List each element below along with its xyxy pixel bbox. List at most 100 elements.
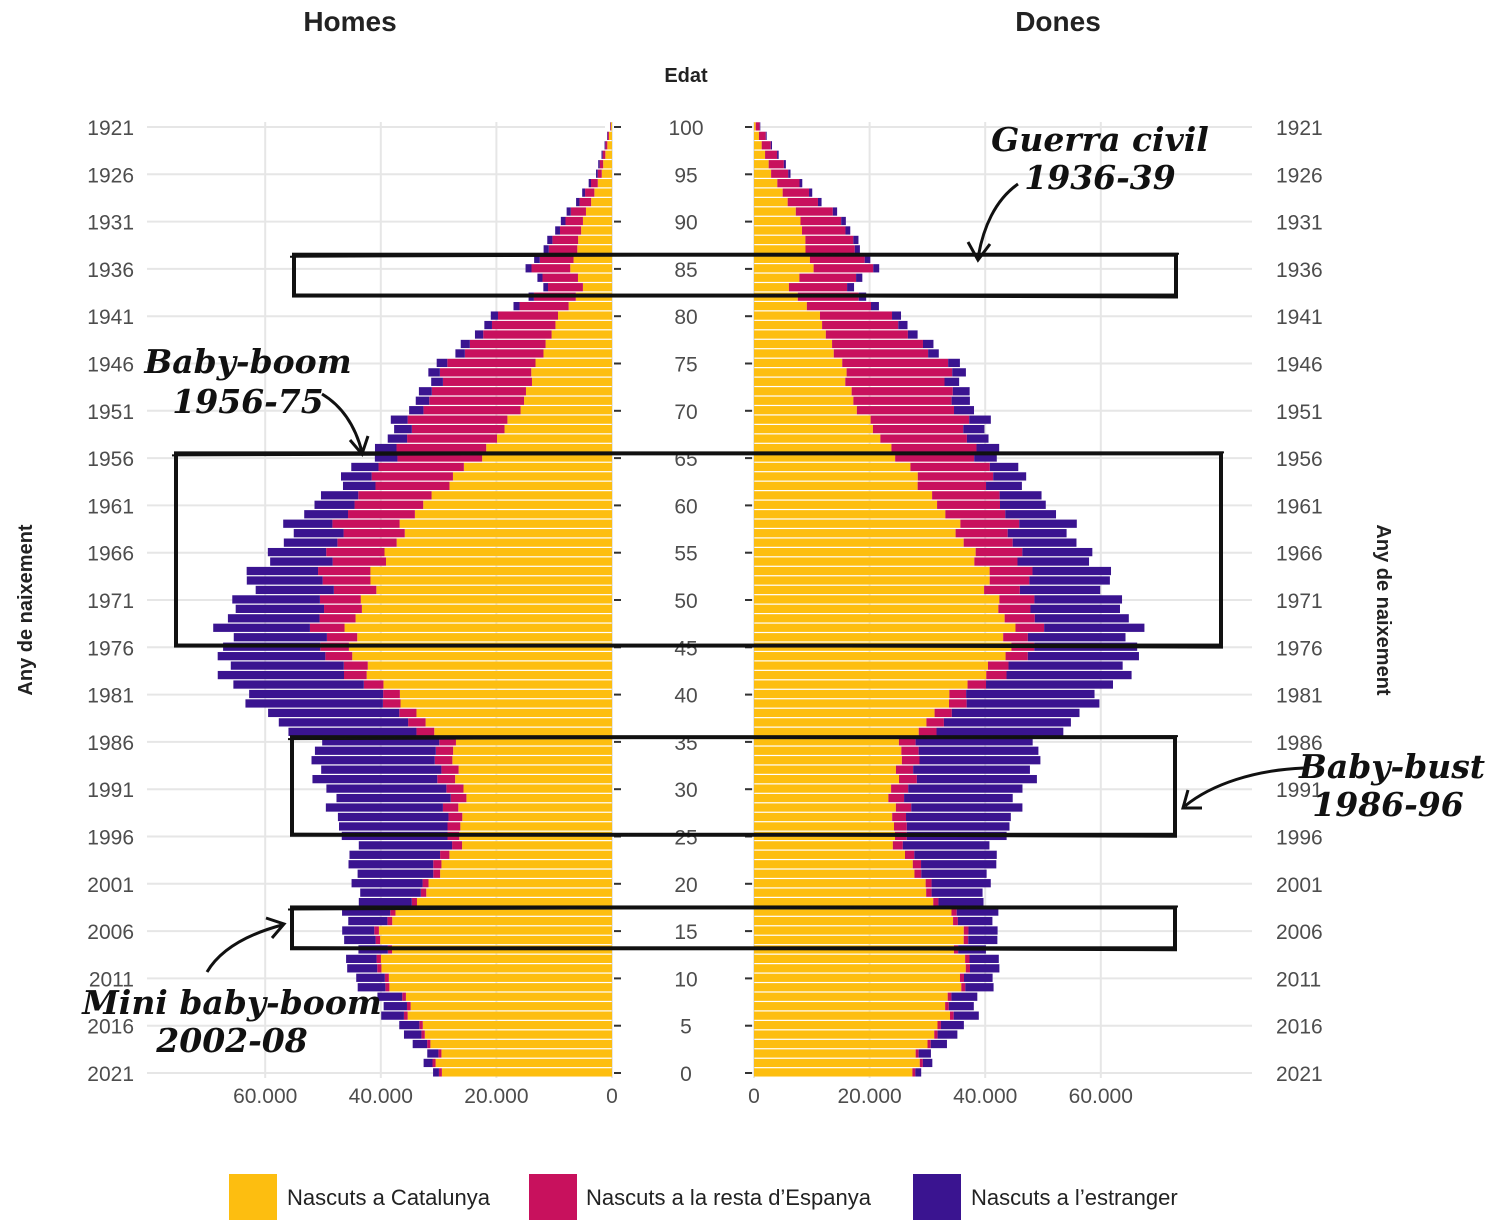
bar-women-cat-age-1 xyxy=(754,1058,920,1068)
bar-women-esp-age-55 xyxy=(975,547,1023,557)
bar-men-esp-age-48 xyxy=(319,614,356,623)
bar-women-cat-age-47 xyxy=(754,623,1016,632)
bar-women-esp-age-23 xyxy=(905,850,915,859)
bar-men-esp-age-11 xyxy=(377,964,382,973)
bar-women-esp-age-34 xyxy=(901,746,919,755)
bar-women-est-age-23 xyxy=(914,850,997,859)
bar-women-est-age-43 xyxy=(1008,661,1123,670)
bar-men-esp-age-47 xyxy=(309,623,345,632)
bar-men-est-age-32 xyxy=(321,765,442,774)
bar-women-cat-age-90 xyxy=(754,216,801,226)
bar-women-esp-age-73 xyxy=(845,377,945,386)
annotation-guerra-line2: 1936-39 xyxy=(1024,158,1176,197)
tick-x-women: 40.000 xyxy=(953,1085,1017,1108)
bar-men-esp-age-39 xyxy=(382,699,401,708)
highlight-box-sketch-bottom-guerra xyxy=(291,293,1179,299)
bar-women-cat-age-88 xyxy=(754,235,806,245)
bars xyxy=(213,122,1145,1077)
bar-men-est-age-4 xyxy=(403,1030,422,1039)
bar-women-esp-age-36 xyxy=(918,727,937,736)
bar-women-est-age-19 xyxy=(931,888,983,897)
bar-men-cat-age-42 xyxy=(366,670,612,680)
bar-women-esp-age-41 xyxy=(967,680,987,689)
annotation-mini-line1: Mini baby-boom xyxy=(81,983,382,1022)
tick-year-left: 2016 xyxy=(87,1016,134,1039)
bar-men-esp-age-5 xyxy=(419,1020,423,1030)
bar-men-esp-age-38 xyxy=(399,708,417,718)
bar-men-est-age-22 xyxy=(348,860,434,869)
tick-age: 70 xyxy=(674,401,697,424)
bar-women-est-age-67 xyxy=(966,434,989,443)
bar-men-est-age-64 xyxy=(351,462,379,472)
bar-men-est-age-16 xyxy=(348,916,388,926)
bar-men-esp-age-26 xyxy=(447,822,461,831)
bar-men-est-age-49 xyxy=(235,604,325,613)
bar-women-cat-age-85 xyxy=(754,264,814,273)
bar-women-esp-age-69 xyxy=(870,415,970,424)
bar-men-esp-age-71 xyxy=(429,396,525,405)
bar-women-cat-age-16 xyxy=(754,916,954,926)
bar-women-esp-age-88 xyxy=(805,235,854,245)
tick-age: 85 xyxy=(674,259,697,282)
bar-women-esp-age-84 xyxy=(799,273,857,282)
tick-age: 95 xyxy=(674,164,697,187)
bar-men-est-age-85 xyxy=(525,264,532,273)
bar-women-est-age-48 xyxy=(1034,614,1129,623)
bar-men-est-age-68 xyxy=(394,424,412,434)
bar-women-cat-age-46 xyxy=(754,633,1004,642)
tick-year-left: 2006 xyxy=(87,921,134,944)
bar-women-esp-age-100 xyxy=(755,122,760,131)
tick-age: 10 xyxy=(674,968,697,991)
bar-men-esp-age-80 xyxy=(497,311,558,320)
bar-men-esp-age-97 xyxy=(602,150,606,159)
bar-men-cat-age-10 xyxy=(388,973,612,982)
bar-women-est-age-4 xyxy=(937,1030,958,1039)
bar-women-est-age-37 xyxy=(943,718,1071,727)
bar-men-esp-age-50 xyxy=(319,595,361,604)
bar-men-est-age-35 xyxy=(322,737,440,746)
bar-men-cat-age-11 xyxy=(381,964,612,973)
bar-men-esp-age-65 xyxy=(397,453,483,462)
tick-year-right: 1961 xyxy=(1276,495,1323,518)
bar-women-est-age-12 xyxy=(969,954,999,964)
bar-men-est-age-87 xyxy=(543,245,549,254)
bar-women-esp-age-48 xyxy=(1004,614,1035,623)
bar-women-esp-age-30 xyxy=(891,784,909,793)
bar-men-cat-age-12 xyxy=(380,954,612,964)
bar-women-esp-age-46 xyxy=(1003,633,1028,642)
panel-title-men: Homes xyxy=(303,6,396,37)
bar-men-cat-age-70 xyxy=(520,406,612,415)
bar-men-est-age-40 xyxy=(249,689,384,699)
bar-men-est-age-98 xyxy=(604,141,606,150)
bar-men-esp-age-33 xyxy=(434,756,453,765)
bar-men-cat-age-86 xyxy=(573,254,612,263)
bar-women-cat-age-14 xyxy=(754,935,964,945)
bar-women-esp-age-85 xyxy=(813,264,874,273)
bar-men-esp-age-21 xyxy=(433,869,441,878)
arrow-bust-head xyxy=(1181,789,1202,810)
bar-women-esp-age-35 xyxy=(898,737,916,746)
bar-women-esp-age-12 xyxy=(965,954,970,964)
bar-men-cat-age-60 xyxy=(423,500,612,509)
bar-men-cat-age-51 xyxy=(376,585,612,595)
bar-men-esp-age-89 xyxy=(559,226,582,235)
bar-women-esp-age-98 xyxy=(761,141,771,150)
tick-x-men: 20.000 xyxy=(464,1085,528,1108)
tick-year-right: 1946 xyxy=(1276,354,1323,377)
bar-men-est-age-69 xyxy=(390,415,408,424)
tick-age: 60 xyxy=(674,495,697,518)
bar-women-est-age-26 xyxy=(906,822,1010,831)
bar-women-esp-age-49 xyxy=(998,604,1031,613)
bar-men-est-age-6 xyxy=(381,1011,404,1020)
bar-women-cat-age-50 xyxy=(754,595,1000,604)
annotation-guerra-line1: Guerra civil xyxy=(991,120,1209,159)
tick-x-women: 0 xyxy=(748,1085,760,1108)
bar-women-est-age-29 xyxy=(904,793,1013,803)
bar-women-est-age-73 xyxy=(944,377,960,386)
bar-women-esp-age-68 xyxy=(872,424,964,434)
bar-women-cat-age-7 xyxy=(754,1002,946,1011)
bar-women-cat-age-53 xyxy=(754,566,990,576)
bar-men-cat-age-14 xyxy=(380,935,612,945)
highlight-box-sketch-guerra xyxy=(289,252,1180,258)
bar-men-cat-age-76 xyxy=(543,349,612,358)
